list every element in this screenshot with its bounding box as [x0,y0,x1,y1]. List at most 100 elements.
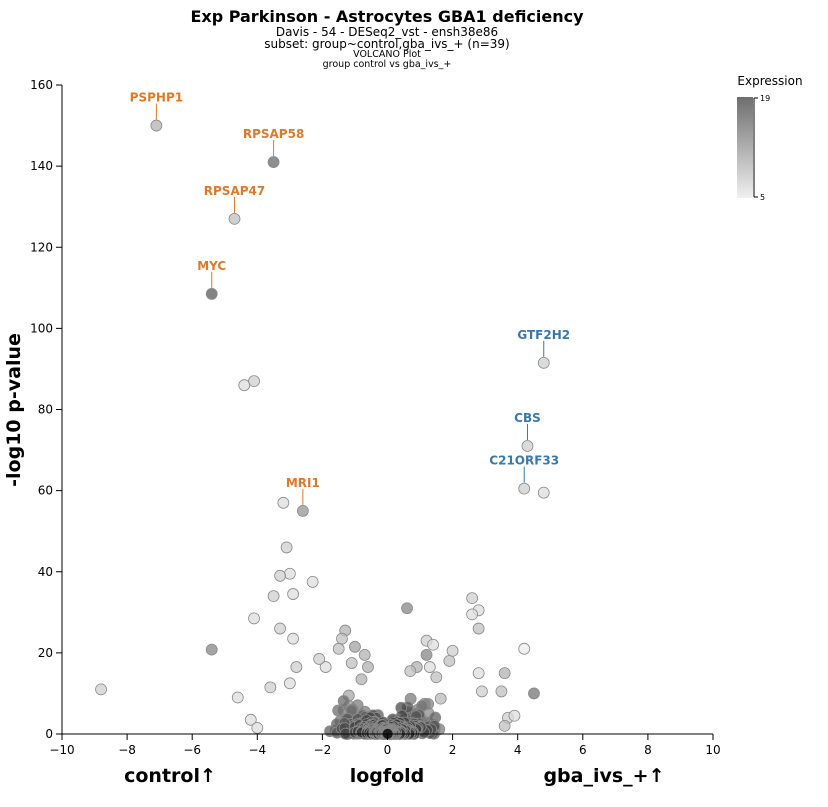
legend-gradient-bar [737,97,753,198]
scatter-point[interactable] [345,657,358,669]
scatter-point[interactable] [274,622,286,635]
x-tick-label: 10 [705,743,720,757]
labeled-point[interactable] [150,119,163,132]
scatter-point[interactable] [475,685,488,698]
x-tick-label: 6 [579,743,587,757]
scatter-point[interactable] [313,653,326,665]
scatter-point[interactable] [446,644,459,657]
legend-title: Expression [737,74,802,88]
scatter-point[interactable] [264,681,277,694]
scatter-point[interactable] [238,379,251,392]
scatter-point[interactable] [336,632,348,645]
scatter-point[interactable] [319,661,332,673]
scatter-point[interactable] [495,685,508,698]
gene-labels: PSPHP1 RPSAP58 RPSAP47 MYC MRI1 GTF2H2 CBS C21O… [130,91,570,505]
background-point[interactable] [434,692,447,705]
y-tick-label: 20 [38,646,53,660]
x-tick-label: −2 [314,743,332,757]
x-tick-label: 0 [384,743,392,757]
gene-label: PSPHP1 [130,91,183,105]
gene-label: RPSAP58 [243,127,304,141]
scatter-point[interactable] [498,719,511,732]
gene-label: RPSAP47 [204,184,265,198]
y-tick-label: 160 [30,78,53,92]
scatter-point[interactable] [306,575,319,588]
labeled-point[interactable] [537,356,550,369]
scatter-point[interactable] [95,683,107,696]
comparison-label: group control vs gba_ivs_+ [323,59,452,70]
scatter-point[interactable] [537,486,550,499]
x-axis-label: logfold [350,765,425,787]
scatter-point[interactable] [267,590,280,602]
labeled-point[interactable] [296,505,309,517]
scatter-point[interactable] [332,642,345,655]
scatter-point[interactable] [231,691,244,704]
chart-title: Exp Parkinson - Astrocytes GBA1 deficien… [190,7,584,26]
y-tick-label: 40 [38,565,53,579]
chart-subtitle: Davis - 54 - DESeq2_vst - ensh38e86 [276,25,498,39]
scatter-point[interactable] [466,592,479,605]
scatter-point[interactable] [528,687,540,700]
y-tick-label: 80 [38,403,53,417]
scatter-point[interactable] [283,677,296,690]
x-tick-label: −10 [49,743,74,757]
x-tick-label: −8 [118,743,136,757]
scatter-point[interactable] [508,709,521,722]
scatter-point[interactable] [472,622,485,635]
scatter-point[interactable] [420,649,433,661]
scatter-point[interactable] [472,667,485,680]
y-tick-label: 140 [30,159,53,173]
scatter-point[interactable] [277,496,290,509]
background-point[interactable] [337,695,350,707]
background-point[interactable] [332,704,345,717]
scatter-point[interactable] [274,569,286,582]
labeled-point[interactable] [228,212,241,225]
y-tick-label: 120 [30,240,53,254]
x-tick-label: −6 [183,743,201,757]
labeled-point[interactable] [518,482,531,495]
y-axis: 0 20 40 60 80 100 120 140 160 [30,78,63,741]
left-group-label: control↑ [124,765,216,787]
scatter-point[interactable] [280,541,293,554]
gene-label: GTF2H2 [517,328,570,342]
scatter-point[interactable] [290,661,303,673]
gene-label: MYC [197,259,226,273]
scatter-point[interactable] [404,665,417,678]
data-points [95,119,550,740]
scatter-point[interactable] [466,608,479,621]
scatter-point[interactable] [401,602,413,615]
scatter-point[interactable] [443,655,456,667]
expression-legend: Expression 19 5 [737,74,803,202]
scatter-point[interactable] [358,649,371,661]
scatter-point[interactable] [518,642,531,655]
labeled-point[interactable] [205,287,218,300]
scatter-point[interactable] [349,640,361,653]
y-axis-label: -log10 p-value [3,333,25,487]
x-tick-label: 8 [644,743,652,757]
scatter-point[interactable] [205,643,218,656]
scatter-point[interactable] [430,671,443,684]
scatter-point[interactable] [287,588,300,600]
right-group-label: gba_ivs_+↑ [543,765,664,787]
plot-type-label: VOLCANO Plot [353,49,421,60]
y-tick-label: 100 [30,321,53,335]
scatter-point[interactable] [283,567,296,580]
scatter-point[interactable] [248,612,260,625]
scatter-point[interactable] [362,661,374,673]
labeled-point[interactable] [267,156,280,168]
labeled-point[interactable] [521,440,534,452]
scatter-point[interactable] [251,722,264,734]
scatter-point[interactable] [287,632,300,645]
x-tick-label: 2 [449,743,457,757]
scatter-point[interactable] [248,375,260,388]
scatter-point[interactable] [427,638,439,651]
legend-max-label: 19 [760,94,770,103]
scatter-point[interactable] [244,713,257,726]
scatter-point[interactable] [423,661,436,673]
scatter-point[interactable] [355,673,368,686]
x-tick-label: −4 [248,743,266,757]
x-axis: −10 −8 −6 −4 −2 0 2 4 6 8 10 [49,733,721,757]
legend-min-label: 5 [760,193,765,202]
scatter-point[interactable] [498,667,511,680]
